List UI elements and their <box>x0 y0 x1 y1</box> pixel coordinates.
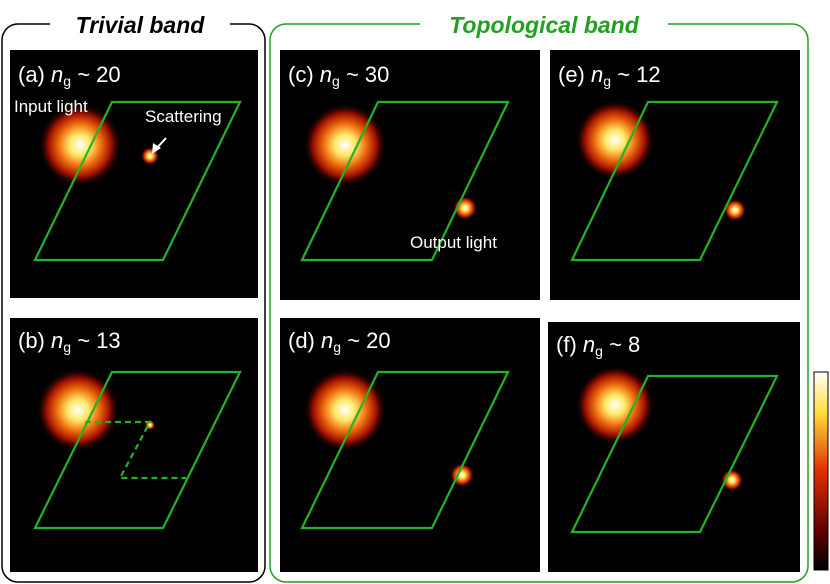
subscript: g <box>63 339 71 355</box>
symbol: n <box>320 62 332 87</box>
letter: (c) <box>288 62 314 87</box>
waveguide-outline <box>300 100 510 262</box>
letter: (f) <box>556 332 577 357</box>
symbol: n <box>51 62 63 87</box>
value: ~ 20 <box>347 328 390 353</box>
input-spot <box>303 103 387 187</box>
value: ~ 12 <box>617 62 660 87</box>
annotation-input: Input light <box>14 97 88 116</box>
dashed-path <box>85 420 186 480</box>
panel-label: (c) ng ~ 30 <box>288 62 389 91</box>
letter: (b) <box>18 328 45 353</box>
annotation-scattering: Scattering <box>145 107 222 126</box>
panel-label: (e) ng ~ 12 <box>558 62 661 91</box>
colorbar <box>813 371 829 571</box>
subscript: g <box>603 73 611 89</box>
panel-label: (b) ng ~ 13 <box>18 328 121 357</box>
panel-b <box>10 318 258 572</box>
waveguide-outline <box>570 374 779 534</box>
waveguide-outline <box>300 370 510 530</box>
waveguide-outline <box>33 100 242 262</box>
output-spot <box>721 469 743 491</box>
panel-d <box>280 318 540 572</box>
symbol: n <box>583 332 595 357</box>
header-right: Topological band <box>449 12 639 38</box>
subscript: g <box>332 73 340 89</box>
panel-label: (f) ng ~ 8 <box>556 332 640 361</box>
input-spot <box>575 365 655 445</box>
subscript: g <box>333 339 341 355</box>
subscript: g <box>595 343 603 359</box>
panel-e <box>550 50 800 300</box>
panel-label: (d) ng ~ 20 <box>288 328 391 357</box>
symbol: n <box>51 328 63 353</box>
symbol: n <box>321 328 333 353</box>
header-bg <box>420 12 668 38</box>
panel-f <box>548 322 800 572</box>
annotation-output: Output light <box>410 233 497 252</box>
symbol: n <box>591 62 603 87</box>
letter: (d) <box>288 328 315 353</box>
panel-labels: (a) ng ~ 20 (b) ng ~ 13 (c) ng ~ 30 (d) … <box>18 62 661 361</box>
panel-label: (a) ng ~ 20 <box>18 62 121 91</box>
letter: (e) <box>558 62 585 87</box>
value: ~ 13 <box>77 328 120 353</box>
header-left: Trivial band <box>76 12 206 38</box>
waveguide-outline <box>33 370 242 530</box>
letter: (a) <box>18 62 45 87</box>
value: ~ 20 <box>77 62 120 87</box>
header-bg <box>50 12 230 38</box>
light-spots <box>36 100 746 491</box>
input-spot <box>575 100 655 180</box>
subscript: g <box>63 73 71 89</box>
input-spot <box>36 368 120 452</box>
input-spot <box>303 368 387 452</box>
value: ~ 30 <box>346 62 389 87</box>
output-spot <box>724 199 746 221</box>
arrow-head <box>152 143 161 154</box>
value: ~ 8 <box>609 332 640 357</box>
waveguide-outline <box>570 100 779 262</box>
